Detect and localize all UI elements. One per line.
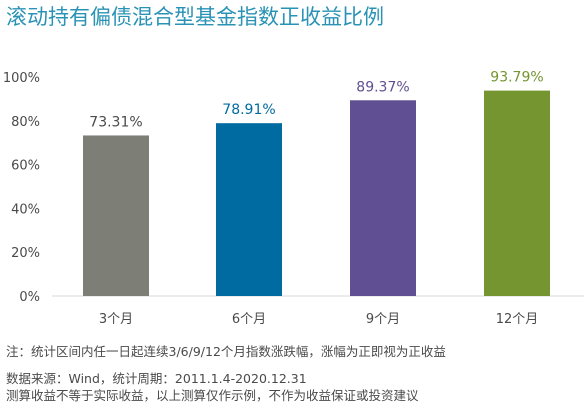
footnote-disclaimer: 测算收益不等于实际收益，以上测算仅作示例，不作为收益保证或投资建议	[6, 388, 419, 403]
bars	[83, 90, 550, 297]
y-tick-label: 20%	[11, 246, 40, 261]
y-tick-label: 80%	[11, 115, 40, 130]
x-tick-label: 12个月	[496, 312, 539, 327]
bar-value-label: 78.91%	[222, 102, 275, 118]
bar-chart: 0% 20% 40% 60% 80% 100% 73.31% 78.91% 89.37% 93.…	[3, 70, 584, 327]
x-tick-label: 6个月	[232, 312, 266, 327]
value-labels: 73.31% 78.91% 89.37% 93.79%	[89, 70, 543, 131]
footnote-method: 注：统计区间内任一日起连续3/6/9/12个月指数涨跌幅，涨幅为正即视为正收益	[6, 344, 446, 359]
bar-value-label: 93.79%	[490, 70, 543, 86]
bar	[83, 135, 149, 296]
x-tick-label: 9个月	[366, 312, 400, 327]
bar-value-label: 89.37%	[356, 79, 409, 95]
x-axis-labels: 3个月 6个月 9个月 12个月	[99, 312, 538, 327]
footnote-source: 数据来源：Wind，统计周期：2011.1.4-2020.12.31	[6, 371, 307, 386]
bar	[484, 90, 550, 296]
x-tick-label: 3个月	[99, 312, 133, 327]
bar	[350, 100, 416, 297]
bar-value-label: 73.31%	[89, 114, 142, 130]
y-tick-label: 100%	[3, 71, 40, 86]
chart-title: 滚动持有偏债混合型基金指数正收益比例	[6, 5, 384, 29]
y-tick-label: 0%	[19, 290, 40, 305]
bar	[216, 123, 282, 296]
y-tick-label: 60%	[11, 159, 40, 174]
y-tick-label: 40%	[11, 202, 40, 217]
y-axis-ticks: 0% 20% 40% 60% 80% 100%	[3, 71, 40, 305]
